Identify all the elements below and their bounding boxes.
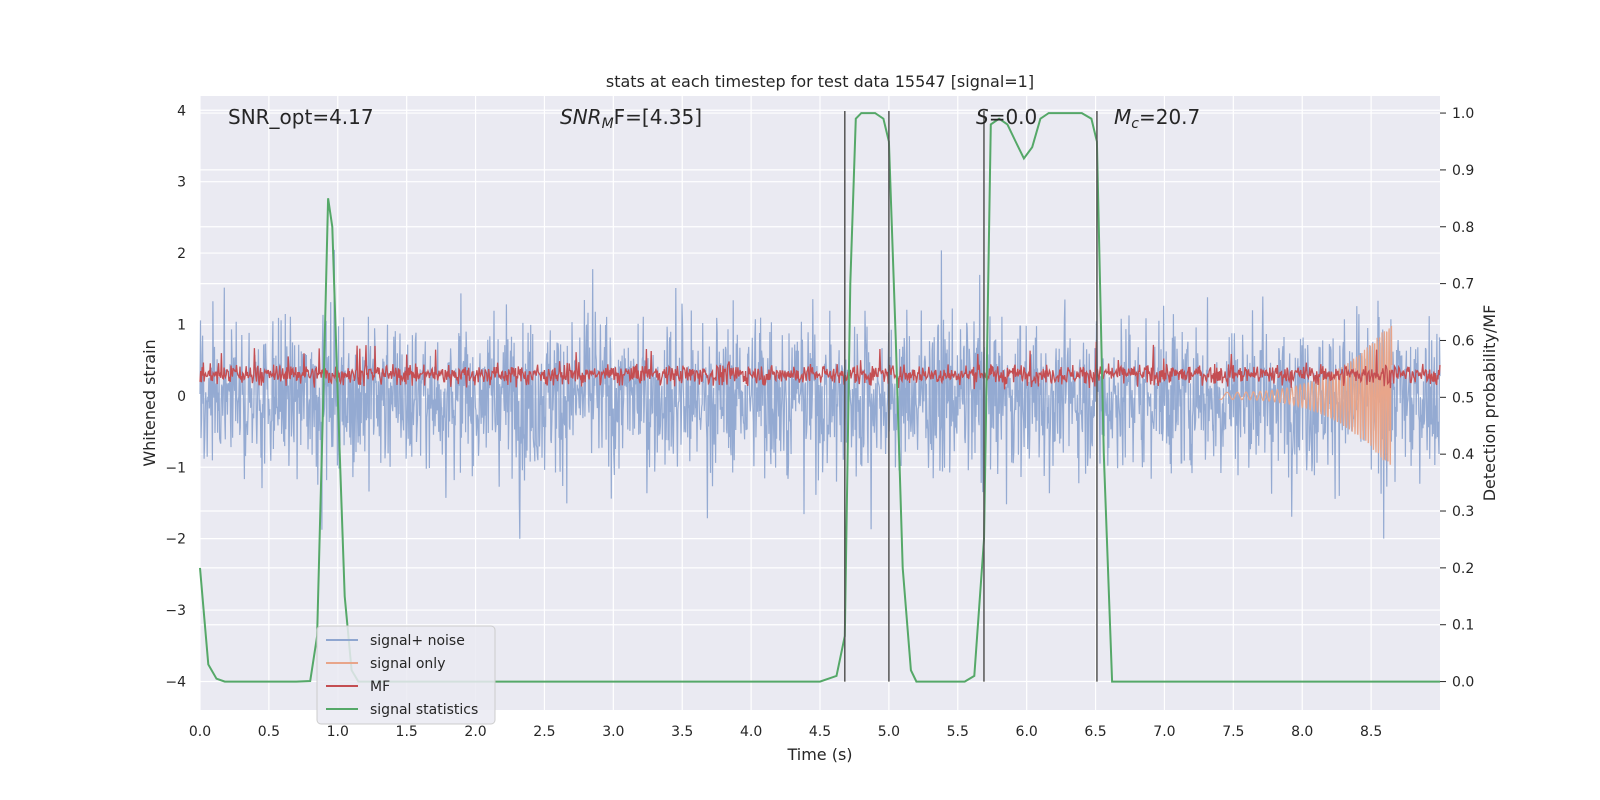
x-tick-label: 8.0 [1291,724,1313,740]
x-tick-label: 0.0 [189,724,211,740]
vertical-markers [844,111,1098,682]
legend-label-mf: MF [370,679,390,695]
annotation-s-rest: =0.0 [989,105,1038,129]
y-tick-label: −3 [165,603,186,619]
x-tick-label: 8.5 [1360,724,1382,740]
annotation-snr-mf: SNRMF=[4.35] [560,105,702,132]
x-axis-ticks: 0.0 0.5 1.0 1.5 2.0 2.5 3.0 3.5 4.0 4.5 5.0 5.5 6.0 6… [189,724,1382,740]
legend-box [316,625,496,725]
annotation-snr-mf-rest: F=[4.35] [614,105,702,129]
y2-axis-ticks: 0.0 0.1 0.2 0.3 0.4 0.5 0.6 0.7 0.8 0.9 1.0 [1440,106,1474,691]
annotation-snr-mf-sub: M [602,116,614,132]
x-tick-label: 1.0 [327,724,349,740]
y2-axis-label: Detection probability/MF [1480,305,1499,502]
y2-tick-label: 0.1 [1452,618,1474,634]
y2-tick-label: 1.0 [1452,106,1474,122]
y-axis-label: Whitened strain [140,339,159,466]
series-signal-noise [199,249,1441,539]
y-tick-label: 1 [177,317,186,333]
x-tick-label: 7.5 [1222,724,1244,740]
x-tick-label: 3.5 [671,724,693,740]
x-tick-label: 0.5 [258,724,280,740]
x-tick-label: 5.0 [878,724,900,740]
y2-tick-label: 0.5 [1452,390,1474,406]
y2-tick-label: 0.0 [1452,675,1474,691]
annotations: SNR_opt=4.17 SNRMF=[4.35] S=0.0 Mc=20.7 [228,105,1200,132]
y-axis-ticks: −4 −3 −2 −1 0 1 2 3 4 [165,103,186,690]
y-tick-label: 0 [177,389,186,405]
series-signal-statistics [199,112,1440,683]
x-tick-label: 6.0 [1016,724,1038,740]
annotation-s-base: S [976,105,989,129]
y-tick-label: 3 [177,175,186,191]
y2-tick-label: 0.4 [1452,447,1474,463]
y2-tick-label: 0.8 [1452,220,1474,236]
annotation-snr-mf-base: SNR [560,105,602,129]
y2-tick-label: 0.3 [1452,504,1474,520]
x-tick-label: 1.5 [396,724,418,740]
x-tick-label: 4.0 [740,724,762,740]
annotation-s: S=0.0 [976,105,1037,129]
x-tick-label: 4.5 [809,724,831,740]
annotation-mc-rest: =20.7 [1139,105,1200,129]
series-layer [199,112,1441,683]
y2-tick-label: 0.2 [1452,561,1474,577]
y2-tick-label: 0.7 [1452,277,1474,293]
x-axis-label: Time (s) [786,745,852,764]
y-tick-label: 4 [177,103,186,119]
x-tick-label: 5.5 [947,724,969,740]
y2-tick-label: 0.9 [1452,163,1474,179]
y-tick-label: 2 [177,246,186,262]
y-tick-label: −4 [165,674,186,690]
y-tick-label: −1 [165,460,186,476]
x-tick-label: 2.0 [464,724,486,740]
chart-title: stats at each timestep for test data 155… [606,72,1034,91]
series-signal-only [1219,325,1393,465]
legend-label-signal-only: signal only [370,656,445,672]
legend: signal+ noise signal only MF signal stat… [316,625,496,725]
legend-label-signal-statistics: signal statistics [370,702,478,718]
y2-tick-label: 0.6 [1452,333,1474,349]
annotation-mc-sub: c [1131,116,1139,132]
x-tick-label: 3.0 [602,724,624,740]
legend-label-signal-noise: signal+ noise [370,633,465,649]
x-tick-label: 2.5 [533,724,555,740]
series-mf [199,341,1441,390]
annotation-mc-base: M [1114,105,1131,129]
x-tick-label: 6.5 [1084,724,1106,740]
annotation-snr-opt: SNR_opt=4.17 [228,105,374,129]
y-tick-label: −2 [165,532,186,548]
x-tick-label: 7.0 [1153,724,1175,740]
annotation-mc: Mc=20.7 [1114,105,1200,132]
